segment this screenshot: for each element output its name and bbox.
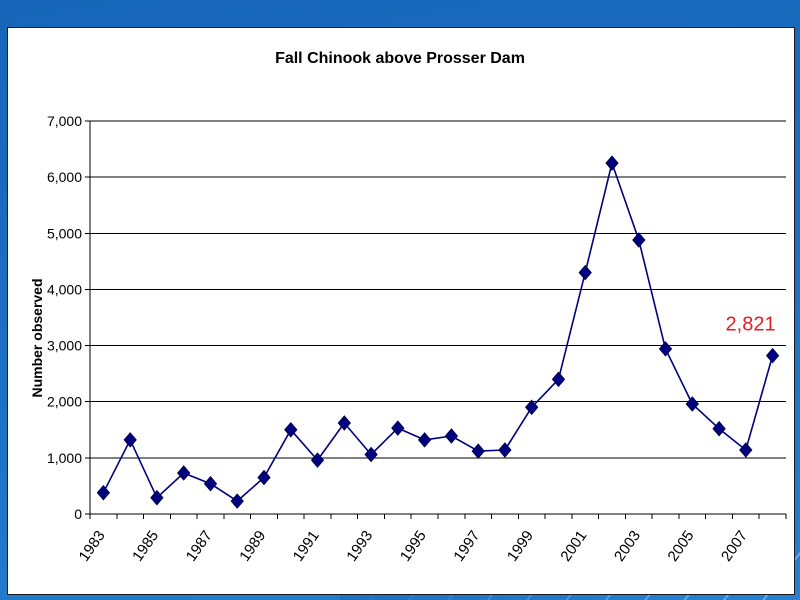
data-point-1992 bbox=[337, 415, 351, 431]
x-tick-label: 2007 bbox=[718, 528, 751, 565]
y-axis: 0 1,000 2,000 3,000 4,000 5,000 6,000 7,000 bbox=[47, 113, 91, 522]
plot-area bbox=[90, 121, 786, 514]
data-point-1999 bbox=[525, 399, 539, 416]
series-group bbox=[96, 155, 780, 509]
data-point-2000 bbox=[551, 371, 566, 388]
data-point-2006 bbox=[712, 420, 726, 437]
x-tick-label: 1983 bbox=[76, 528, 109, 565]
chart-title: Fall Chinook above Prosser Dam bbox=[275, 50, 525, 67]
data-point-1995 bbox=[417, 432, 432, 448]
x-tick-label: 1997 bbox=[450, 528, 483, 565]
y-tick-label: 5,000 bbox=[47, 225, 82, 241]
y-tick-label: 1,000 bbox=[47, 450, 82, 466]
data-point-1990 bbox=[284, 422, 298, 438]
y-tick-label: 6,000 bbox=[47, 169, 82, 185]
x-tick-label: 1999 bbox=[504, 528, 537, 565]
data-point-1985 bbox=[150, 489, 164, 506]
data-point-1983 bbox=[96, 484, 111, 501]
series-line bbox=[102, 162, 774, 502]
x-tick-label: 2001 bbox=[557, 528, 590, 565]
data-point-2007 bbox=[739, 442, 753, 458]
data-point-1989 bbox=[257, 469, 271, 486]
y-tick-label: 3,000 bbox=[47, 338, 82, 354]
data-point-2002 bbox=[605, 155, 619, 171]
data-point-1993 bbox=[364, 446, 378, 463]
x-tick-label: 1991 bbox=[290, 528, 323, 565]
x-tick-label: 1985 bbox=[129, 528, 162, 565]
data-point-1984 bbox=[123, 432, 137, 448]
y-axis-title: Number observed bbox=[29, 278, 45, 397]
data-point-2004 bbox=[658, 341, 673, 357]
data-point-1998 bbox=[498, 442, 512, 458]
data-point-2008 bbox=[765, 347, 780, 364]
annotations: 2,821 bbox=[726, 314, 776, 336]
x-tick-label: 1987 bbox=[183, 528, 216, 565]
x-axis: 1983 1985 1987 1989 1991 1993 1995 1997 1999 2001… bbox=[76, 513, 787, 565]
y-tick-label: 4,000 bbox=[47, 281, 82, 297]
data-point-2005 bbox=[685, 396, 699, 412]
data-point-1996 bbox=[444, 428, 459, 444]
x-tick-label: 1989 bbox=[236, 528, 269, 565]
data-point-1994 bbox=[391, 420, 405, 436]
x-tick-label: 2005 bbox=[665, 528, 698, 565]
y-tick-label: 7,000 bbox=[47, 113, 82, 129]
data-point-2003 bbox=[632, 232, 646, 248]
data-point-1991 bbox=[310, 452, 325, 468]
data-point-1988 bbox=[230, 493, 244, 509]
gridlines bbox=[90, 120, 786, 459]
y-tick-label: 2,000 bbox=[47, 394, 82, 410]
data-label-2008: 2,821 bbox=[726, 314, 776, 336]
data-point-1997 bbox=[471, 443, 485, 459]
data-point-2001 bbox=[578, 264, 592, 281]
data-point-1987 bbox=[203, 475, 218, 492]
x-tick-label: 1995 bbox=[397, 528, 430, 565]
data-point-1986 bbox=[177, 465, 191, 481]
x-tick-label: 1993 bbox=[343, 528, 376, 565]
y-tick-label: 0 bbox=[74, 506, 82, 522]
x-tick-label: 2003 bbox=[611, 528, 644, 565]
